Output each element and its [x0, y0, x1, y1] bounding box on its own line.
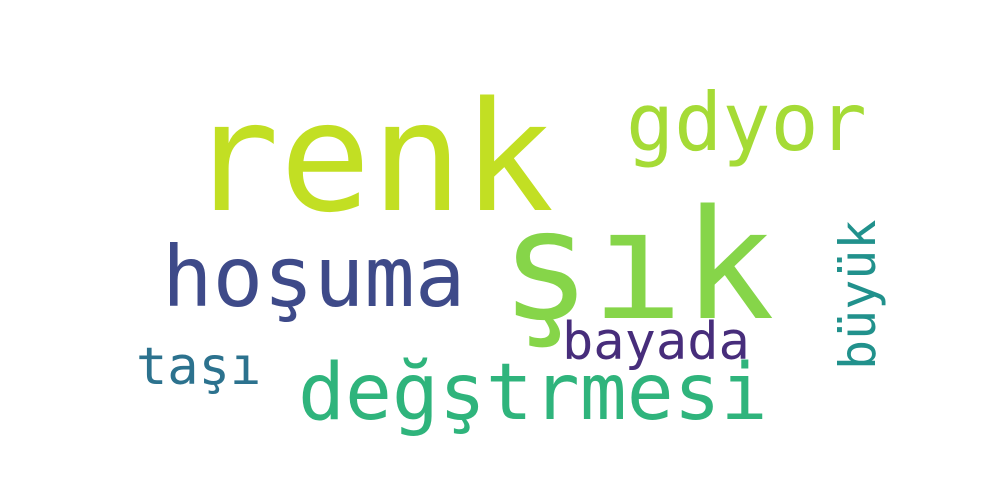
word-buyuk: büyük [829, 219, 887, 370]
word-bayada: bayada [562, 312, 750, 372]
word-gdyor: gdyor [626, 76, 867, 169]
word-degstrmesi: değştrmesi [298, 348, 768, 438]
word-hosuma: hoşuma [162, 228, 465, 326]
word-sik: şık [500, 177, 775, 354]
word-renk: renk [188, 69, 554, 246]
word-tasi: taşı [136, 337, 261, 397]
